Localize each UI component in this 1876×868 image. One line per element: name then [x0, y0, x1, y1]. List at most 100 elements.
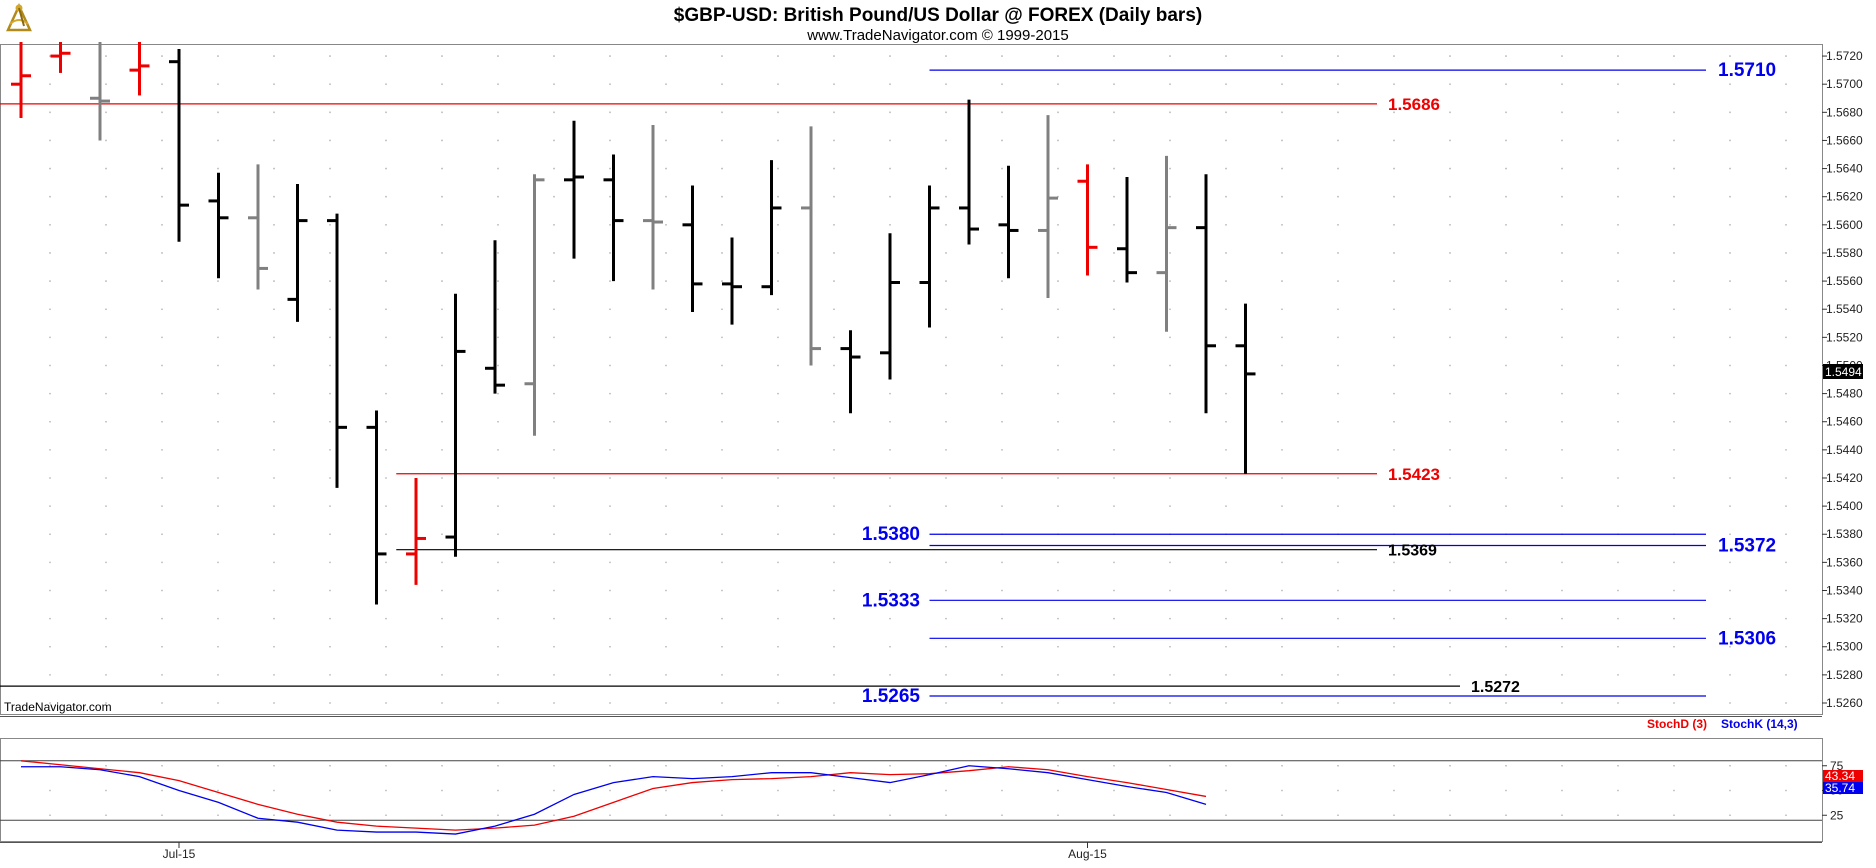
grid-dot	[273, 764, 275, 767]
grid-dot	[1393, 505, 1395, 508]
grid-dot	[105, 533, 107, 536]
grid-dot	[1113, 764, 1115, 767]
grid-dot	[1505, 252, 1507, 254]
ohlc-bar	[90, 42, 110, 141]
grid-dot	[273, 420, 275, 423]
grid-dot	[1001, 617, 1003, 620]
grid-dot	[889, 702, 891, 704]
grid-dot	[1169, 764, 1171, 767]
legend-stochk: StochK (14,3)	[1721, 717, 1798, 731]
grid-dot	[49, 280, 51, 282]
grid-dot	[1169, 505, 1171, 508]
grid-dot	[161, 702, 163, 704]
grid-dot	[385, 55, 387, 57]
grid-dot	[1113, 252, 1115, 254]
grid-dot	[777, 223, 779, 226]
grid-dot	[161, 764, 163, 767]
grid-dot	[609, 505, 611, 508]
ohlc-bar	[1038, 115, 1058, 298]
grid-dot	[273, 673, 275, 676]
stoch-legend: StochD (3) StochK (14,3)	[1647, 717, 1798, 731]
grid-dot	[553, 280, 555, 282]
grid-dot	[273, 111, 275, 114]
grid-dot	[1729, 336, 1731, 339]
grid-dot	[721, 814, 723, 817]
grid-dot	[1505, 167, 1507, 170]
grid-dot	[1225, 139, 1227, 142]
grid-dot	[553, 364, 555, 367]
grid-dot	[1785, 477, 1787, 479]
grid-dot	[105, 702, 107, 704]
y-tick-label: 1.5440	[1826, 443, 1863, 457]
grid-dot	[497, 111, 499, 114]
grid-dot	[833, 83, 835, 86]
grid-dot	[889, 392, 891, 395]
grid-dot	[1505, 448, 1507, 451]
grid-dot	[1169, 420, 1171, 423]
grid-dot	[553, 477, 555, 479]
grid-dot	[665, 420, 667, 423]
grid-dot	[1169, 167, 1171, 170]
grid-dot	[1001, 280, 1003, 282]
grid-dot	[1729, 505, 1731, 508]
grid-dot	[1169, 336, 1171, 339]
grid-dot	[1729, 308, 1731, 311]
grid-dot	[497, 589, 499, 592]
grid-dot	[665, 223, 667, 226]
grid-dot	[1113, 673, 1115, 676]
grid-dot	[1729, 364, 1731, 367]
grid-dot	[777, 673, 779, 676]
grid-dot	[1337, 505, 1339, 508]
y-tick-label: 1.5420	[1826, 471, 1863, 485]
grid-dot	[1449, 617, 1451, 620]
grid-dot	[329, 195, 331, 198]
grid-dot	[49, 252, 51, 254]
grid-dot	[833, 420, 835, 423]
grid-dot	[497, 364, 499, 367]
grid-dot	[273, 83, 275, 86]
grid-dot	[161, 420, 163, 423]
grid-dot	[945, 814, 947, 817]
grid-dot	[609, 702, 611, 704]
grid-dot	[273, 280, 275, 282]
grid-dot	[1561, 167, 1563, 170]
grid-dot	[777, 645, 779, 648]
grid-dot	[1393, 702, 1395, 704]
grid-dot	[1561, 55, 1563, 57]
grid-dot	[441, 83, 443, 86]
grid-dot	[273, 477, 275, 479]
grid-dot	[1057, 364, 1059, 367]
grid-dot	[553, 392, 555, 395]
grid-dot	[721, 280, 723, 282]
grid-dot	[1225, 645, 1227, 648]
ohlc-bar	[998, 165, 1019, 279]
grid-dot	[217, 505, 219, 508]
grid-dot	[1449, 702, 1451, 704]
grid-dot	[1729, 223, 1731, 226]
grid-dot	[945, 589, 947, 592]
ohlc-bar	[761, 160, 782, 296]
ohlc-bar	[801, 126, 821, 366]
grid-dot	[1505, 195, 1507, 198]
grid-dot	[553, 111, 555, 114]
grid-dot	[889, 195, 891, 198]
grid-dot	[1169, 111, 1171, 114]
grid-dot	[945, 645, 947, 648]
grid-dot	[721, 764, 723, 767]
grid-dot	[329, 702, 331, 704]
grid-dot	[1001, 789, 1003, 792]
grid-dot	[161, 533, 163, 536]
grid-dot	[1673, 195, 1675, 198]
grid-dot	[329, 814, 331, 817]
grid-dot	[721, 533, 723, 536]
grid-dot	[441, 561, 443, 564]
grid-dot	[1113, 789, 1115, 792]
chart-subtitle: www.TradeNavigator.com © 1999-2015	[806, 27, 1068, 44]
grid-dot	[609, 673, 611, 676]
grid-dot	[945, 364, 947, 367]
grid-dot	[1785, 308, 1787, 311]
grid-dot	[609, 55, 611, 57]
grid-dot	[217, 280, 219, 282]
grid-dot	[721, 364, 723, 367]
grid-dot	[1393, 336, 1395, 339]
